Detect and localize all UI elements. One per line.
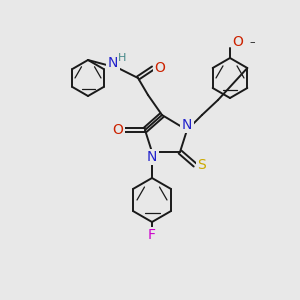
Text: –: – (249, 37, 255, 47)
Text: N: N (182, 118, 192, 132)
Text: S: S (198, 158, 206, 172)
Text: H: H (118, 53, 126, 63)
Text: F: F (148, 228, 156, 242)
Text: N: N (147, 150, 157, 164)
Text: N: N (108, 56, 118, 70)
Text: O: O (112, 123, 123, 137)
Text: O: O (154, 61, 165, 75)
Text: O: O (232, 35, 243, 49)
